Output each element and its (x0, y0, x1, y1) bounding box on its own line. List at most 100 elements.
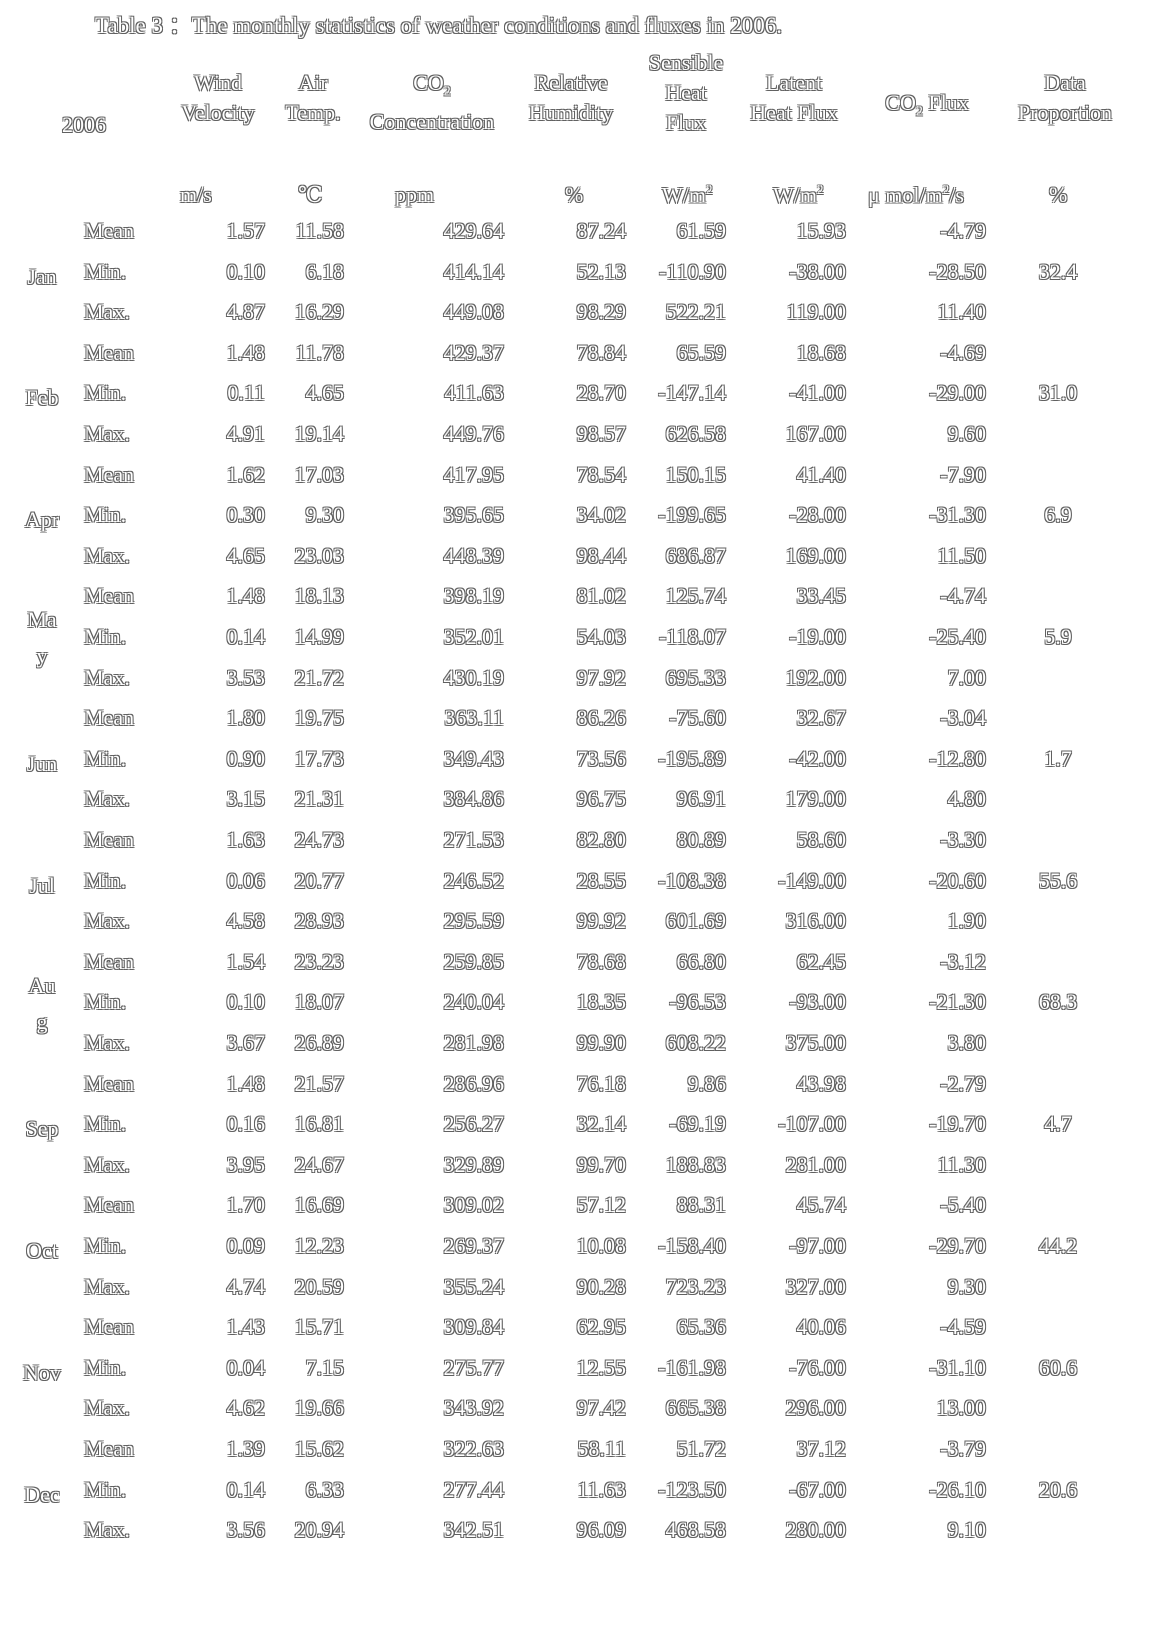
cell-sensible: 96.91 (676, 786, 727, 812)
cell-co2-conc: 286.96 (443, 1070, 505, 1096)
cell-air-temp: 19.14 (294, 421, 345, 446)
cell-co2-flux: -29.00 (929, 380, 986, 406)
cell-humidity: 10.08 (576, 1233, 627, 1258)
cell-air-temp: 15.62 (294, 1436, 345, 1461)
stat-label: Min. (84, 1111, 127, 1137)
cell-co2-flux: 3.80 (947, 1030, 987, 1055)
cell-wind: 1.80 (226, 705, 266, 731)
cell-air-temp: 20.94 (294, 1517, 345, 1543)
cell-co2-conc: 384.86 (443, 786, 505, 812)
cell-latent: 296.00 (785, 1395, 847, 1421)
cell-wind: 0.04 (226, 1354, 266, 1380)
stat-label: Min. (84, 1233, 127, 1258)
cell-latent: 18.68 (796, 339, 847, 365)
cell-latent: 327.00 (785, 1273, 847, 1299)
cell-co2-flux: -3.12 (940, 948, 986, 974)
cell-co2-conc: 355.24 (443, 1273, 505, 1299)
unit-co2: ppm (395, 182, 435, 207)
cell-wind: 4.58 (226, 908, 266, 934)
cell-humidity: 58.11 (577, 1436, 626, 1461)
cell-latent: 119.00 (786, 299, 846, 325)
cell-humidity: 99.92 (576, 908, 627, 934)
month-label: Jun (26, 750, 58, 776)
cell-air-temp: 24.73 (294, 827, 345, 852)
cell-humidity: 32.14 (576, 1111, 627, 1137)
cell-air-temp: 19.75 (294, 705, 345, 731)
data-proportion-value: 32.4 (1038, 258, 1078, 284)
cell-wind: 0.09 (226, 1233, 266, 1258)
cell-wind: 1.63 (226, 827, 266, 852)
cell-humidity: 98.57 (576, 421, 627, 446)
cell-sensible: 188.83 (665, 1151, 727, 1177)
cell-co2-flux: -3.30 (940, 827, 986, 852)
cell-sensible: 150.15 (665, 461, 727, 487)
cell-humidity: 87.24 (576, 218, 627, 243)
cell-sensible: -195.89 (658, 745, 726, 771)
stat-label: Mean (84, 1192, 135, 1218)
cell-co2-flux: 11.30 (937, 1151, 986, 1177)
cell-air-temp: 19.66 (294, 1395, 345, 1421)
cell-air-temp: 15.71 (294, 1314, 345, 1340)
cell-air-temp: 16.29 (294, 299, 345, 325)
cell-co2-conc: 430.19 (443, 664, 505, 690)
cell-latent: 281.00 (785, 1151, 847, 1177)
cell-air-temp: 18.07 (294, 989, 345, 1015)
cell-sensible: 61.59 (676, 218, 727, 243)
cell-wind: 0.06 (226, 867, 266, 893)
cell-co2-conc: 329.89 (443, 1151, 505, 1177)
cell-air-temp: 20.59 (294, 1273, 345, 1299)
cell-wind: 4.74 (226, 1273, 266, 1299)
cell-co2-conc: 277.44 (443, 1476, 505, 1502)
data-proportion-value: 20.6 (1038, 1476, 1078, 1502)
cell-latent: 40.06 (796, 1314, 847, 1340)
cell-wind: 1.62 (226, 461, 266, 487)
cell-sensible: -123.50 (658, 1476, 726, 1502)
cell-humidity: 12.55 (576, 1354, 627, 1380)
cell-co2-flux: -4.79 (940, 218, 986, 243)
cell-air-temp: 21.31 (294, 786, 345, 812)
cell-air-temp: 11.78 (295, 339, 344, 365)
cell-co2-conc: 342.51 (443, 1517, 505, 1543)
cell-wind: 1.48 (226, 339, 266, 365)
cell-co2-flux: -5.40 (940, 1192, 986, 1218)
cell-wind: 3.56 (226, 1517, 266, 1543)
stat-label: Mean (84, 705, 135, 731)
cell-co2-conc: 398.19 (443, 583, 505, 609)
cell-co2-flux: -31.10 (929, 1354, 986, 1380)
month-label: Apr (24, 507, 60, 533)
stat-label: Min. (84, 989, 127, 1015)
stat-label: Min. (84, 624, 127, 649)
cell-sensible: 88.31 (676, 1192, 727, 1218)
cell-wind: 0.10 (226, 258, 266, 284)
cell-co2-conc: 429.64 (443, 218, 505, 243)
cell-air-temp: 16.69 (294, 1192, 345, 1218)
cell-humidity: 97.42 (576, 1395, 627, 1421)
stat-label: Min. (84, 258, 127, 284)
cell-latent: 316.00 (785, 908, 847, 934)
stat-label: Max. (84, 1517, 130, 1543)
cell-wind: 0.30 (226, 502, 266, 528)
cell-wind: 1.57 (226, 218, 266, 243)
cell-sensible: -75.60 (669, 705, 726, 731)
cell-humidity: 28.55 (576, 867, 627, 893)
cell-humidity: 18.35 (576, 989, 627, 1015)
cell-humidity: 57.12 (576, 1192, 627, 1218)
cell-co2-flux: -29.70 (929, 1233, 986, 1258)
cell-co2-flux: 7.00 (947, 664, 987, 690)
cell-air-temp: 23.03 (294, 542, 345, 568)
cell-sensible: 723.23 (665, 1273, 727, 1299)
stat-label: Mean (84, 1314, 135, 1340)
stat-label: Mean (84, 339, 135, 365)
cell-latent: 33.45 (796, 583, 847, 609)
stat-label: Max. (84, 421, 130, 446)
cell-wind: 0.10 (226, 989, 266, 1015)
cell-air-temp: 11.58 (295, 218, 344, 243)
cell-latent: -97.00 (789, 1233, 846, 1258)
cell-co2-conc: 309.84 (443, 1314, 505, 1340)
cell-sensible: 522.21 (665, 299, 727, 325)
stat-label: Max. (84, 299, 130, 325)
header-data-proportion: Data Proportion (1017, 70, 1113, 125)
cell-co2-flux: -7.90 (940, 461, 986, 487)
cell-air-temp: 18.13 (294, 583, 345, 609)
cell-sensible: -118.07 (658, 624, 726, 649)
